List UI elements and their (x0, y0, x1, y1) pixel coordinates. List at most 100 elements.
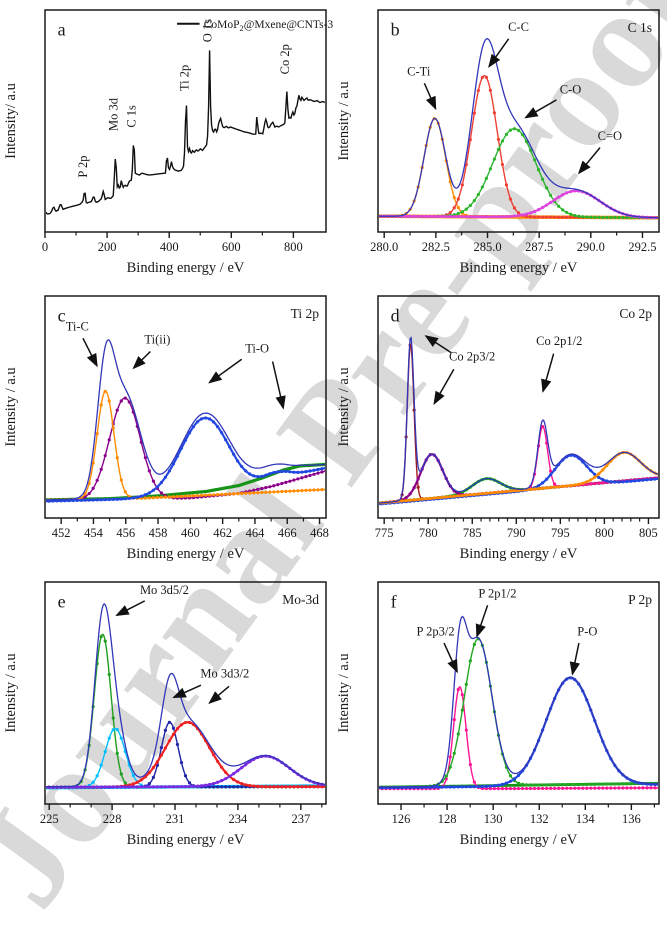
svg-text:128: 128 (438, 812, 457, 826)
svg-text:292.5: 292.5 (628, 240, 656, 254)
x-axis-ticks: 280.0 282.5 285.0 287.5 290.0 292.5 (370, 232, 657, 254)
annotation-label: Ti-C (66, 319, 89, 333)
panel-e-mo3d-chart: 225 228 231 234 237 Binding energy / eV Intens… (0, 574, 333, 860)
annotation-arrow (82, 337, 98, 368)
y-axis-label: Intensity / a.u (336, 367, 352, 446)
annotation-label: P 2p (76, 155, 90, 177)
annotation-arrow (433, 368, 455, 405)
annotation-label: Mo 3d (106, 97, 120, 131)
x-axis-label: Binding energy / eV (460, 546, 578, 562)
svg-text:775: 775 (375, 526, 394, 540)
panel-letter: f (391, 592, 397, 612)
annotation-arrow (208, 685, 230, 704)
svg-text:785: 785 (463, 526, 482, 540)
annotation-label: Co 2p3/2 (449, 349, 495, 363)
svg-text:200: 200 (98, 240, 117, 254)
annotation-arrow (208, 358, 243, 384)
panel-letter: d (391, 306, 400, 326)
annotation-arrow (524, 99, 557, 119)
x-axis-label: Binding energy / eV (460, 260, 578, 276)
panel-f-svg: 126 128 130 132 134 136 Binding energy / eV Int… (336, 581, 660, 848)
annotation-arrow (443, 642, 458, 674)
svg-text:464: 464 (246, 526, 266, 540)
svg-text:282.5: 282.5 (422, 240, 450, 254)
y-axis-label: Intensity / a.u (3, 367, 19, 446)
annotation-arrow (475, 605, 489, 638)
y-axis-label: Intensity / a.u (336, 653, 352, 732)
annotation-label: Co 2p1/2 (536, 334, 582, 348)
svg-text:600: 600 (222, 240, 241, 254)
annotation-arrow (423, 82, 437, 111)
panel-f-p2p-chart: 126 128 130 132 134 136 Binding energy / eV Int… (333, 574, 666, 860)
annotation-label: C 1s (124, 105, 138, 128)
curve-envelope (46, 602, 325, 788)
x-axis-ticks: 225 228 231 234 237 (40, 804, 323, 826)
panel-e-svg: 225 228 231 234 237 Binding energy / eV Intens… (3, 581, 327, 848)
svg-text:780: 780 (419, 526, 438, 540)
plot-frame (44, 9, 327, 233)
panel-letter: e (58, 592, 66, 612)
svg-text:0: 0 (42, 240, 48, 254)
panel-b-svg: 280.0 282.5 285.0 287.5 290.0 292.5 Binding en… (336, 9, 660, 276)
annotation-label: P 2p3/2 (417, 624, 455, 638)
corner-label: Co 2p (619, 306, 652, 321)
curve-envelope (379, 38, 658, 219)
curve-P-O (379, 676, 658, 789)
curve-P-2p1/2 (379, 638, 658, 788)
curve-Co-2p3/2-peak (379, 344, 658, 504)
svg-text:462: 462 (213, 526, 232, 540)
panel-a-svg: 0 200 400 600 800 Binding energy / eV Intensit… (3, 9, 333, 276)
annotation-label: P-O (577, 624, 597, 638)
svg-text:400: 400 (160, 240, 179, 254)
curve-envelope (379, 615, 658, 788)
x-axis-ticks: 452 454 456 458 460 462 464 466 468 (52, 518, 329, 540)
svg-text:285.0: 285.0 (473, 240, 501, 254)
legend-label: CoMoP2@Mxene@CNTs-3 (204, 19, 333, 33)
svg-text:228: 228 (103, 812, 122, 826)
svg-text:800: 800 (595, 526, 614, 540)
annotation-label: O 1s (201, 19, 215, 42)
y-axis-label: Intensity / a.u (336, 81, 352, 160)
annotation-label: Ti(ii) (144, 333, 170, 347)
svg-text:234: 234 (229, 812, 249, 826)
svg-text:134: 134 (576, 812, 596, 826)
x-axis-ticks: 775 780 785 790 795 800 805 (375, 518, 658, 540)
svg-text:290.0: 290.0 (577, 240, 605, 254)
annotation-arrow (115, 600, 146, 616)
panel-letter: b (391, 20, 400, 40)
annotation-arrow (424, 335, 452, 354)
panel-a-survey-chart: 0 200 400 600 800 Binding energy / eV Intensit… (0, 2, 333, 288)
annotation-arrow (172, 684, 202, 699)
panel-d-co2p-chart: 775 780 785 790 795 800 805 Binding energy / eV… (333, 288, 666, 574)
svg-text:132: 132 (530, 812, 549, 826)
x-axis-label: Binding energy / eV (127, 260, 245, 276)
x-axis-label: Binding energy / eV (460, 832, 578, 848)
annotation-label: Mo 3d5/2 (140, 583, 189, 597)
svg-text:225: 225 (40, 812, 59, 826)
annotation-arrow (271, 361, 286, 410)
svg-text:280.0: 280.0 (370, 240, 398, 254)
corner-label: Mo-3d (282, 592, 319, 607)
corner-label: P 2p (628, 592, 652, 607)
svg-text:790: 790 (507, 526, 526, 540)
annotation-label: Ti 2p (177, 65, 191, 91)
svg-text:237: 237 (291, 812, 310, 826)
svg-text:800: 800 (284, 240, 303, 254)
svg-text:231: 231 (166, 812, 185, 826)
x-axis-ticks: 126 128 130 132 134 136 (392, 804, 655, 826)
svg-text:126: 126 (392, 812, 411, 826)
panel-b-c1s-chart: 280.0 282.5 285.0 287.5 290.0 292.5 Binding en… (333, 2, 666, 288)
svg-text:795: 795 (551, 526, 570, 540)
panel-letter: c (58, 306, 66, 326)
annotation-label: P 2p1/2 (478, 587, 516, 601)
svg-text:458: 458 (149, 526, 168, 540)
corner-label: C 1s (628, 20, 652, 35)
annotation-label: C=O (598, 129, 622, 143)
x-axis-ticks: 0 200 400 600 800 (42, 232, 303, 254)
plot-frame (377, 581, 660, 805)
curve-C-C (379, 74, 658, 219)
panel-c-ti2p-chart: 452 454 456 458 460 462 464 466 468 Binding energ… (0, 288, 333, 574)
svg-text:130: 130 (484, 812, 503, 826)
svg-text:460: 460 (181, 526, 200, 540)
annotation-arrow (488, 38, 510, 68)
